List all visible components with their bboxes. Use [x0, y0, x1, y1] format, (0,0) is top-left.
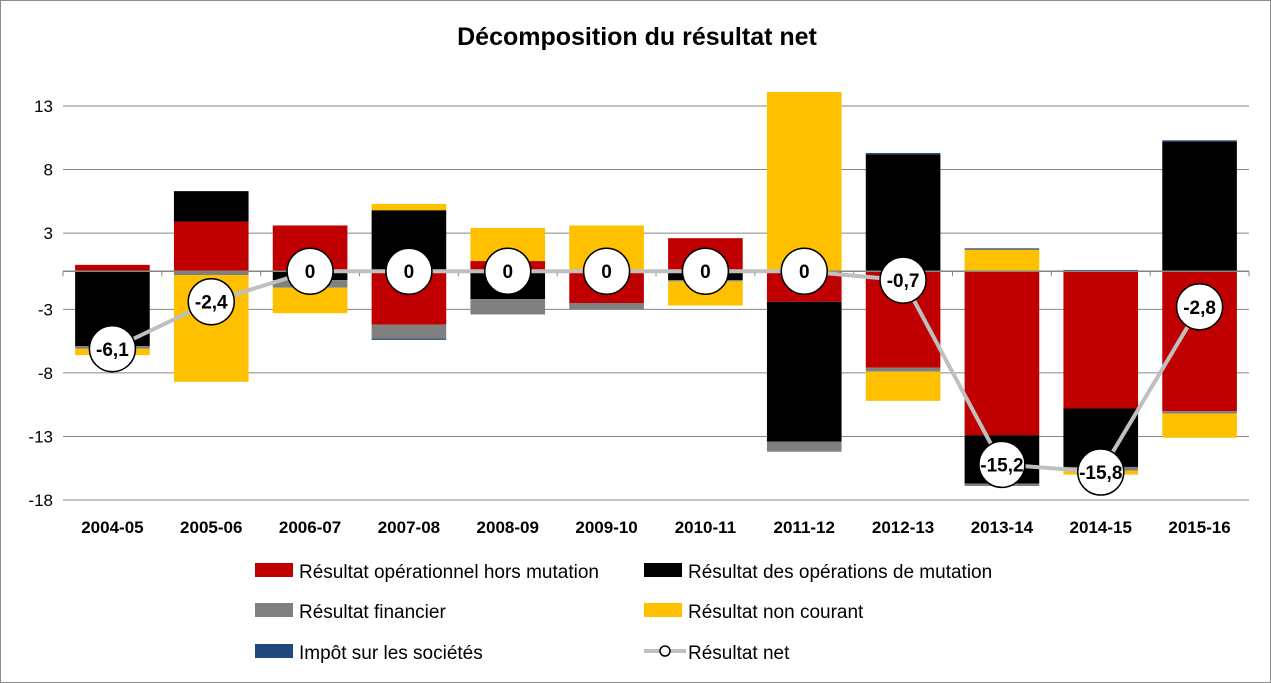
net-result-data-label: -2,8	[1183, 298, 1216, 319]
net-result-data-label: 0	[601, 262, 612, 283]
x-tick-label: 2004-05	[81, 518, 143, 537]
x-tick-label: 2006-07	[279, 518, 341, 537]
net-result-marker	[286, 247, 334, 295]
bar-segment	[964, 249, 1040, 272]
bar-segment	[1162, 413, 1237, 438]
bar-segment	[1162, 411, 1237, 414]
net-result-data-label: -0,7	[887, 271, 920, 292]
legend-swatch	[255, 644, 293, 658]
x-tick-label: 2008-09	[477, 518, 539, 537]
net-result-data-label: 0	[799, 262, 810, 283]
net-result-data-label: 0	[700, 262, 711, 283]
bar-segment	[173, 221, 249, 272]
bar-segment	[865, 154, 941, 272]
legend-label: Résultat financier	[299, 602, 446, 623]
net-result-marker	[484, 247, 532, 295]
net-result-data-label: 0	[305, 262, 316, 283]
net-result-marker	[978, 440, 1026, 489]
bar-segment	[865, 367, 941, 372]
y-tick-label: -3	[38, 300, 53, 319]
bar-segment	[766, 301, 842, 442]
bar-segment	[75, 264, 150, 272]
y-tick-label: 3	[44, 224, 53, 243]
legend-swatch	[255, 603, 293, 617]
y-tick-label: -18	[28, 491, 53, 510]
bar-segment	[766, 441, 842, 452]
x-tick-label: 2010-11	[675, 518, 736, 537]
net-result-data-label: -6,1	[96, 340, 129, 361]
bar-segment	[865, 371, 941, 401]
net-result-data-label: 0	[404, 262, 415, 283]
x-tick-label: 2012-13	[872, 518, 934, 537]
y-tick-label: -8	[38, 364, 53, 383]
x-tick-label: 2007-08	[378, 518, 440, 537]
legend-label: Résultat des opérations de mutation	[688, 562, 992, 583]
legend-label: Impôt sur les sociétés	[299, 643, 483, 664]
net-result-marker	[88, 325, 137, 373]
legend-swatch	[644, 603, 682, 617]
net-result-marker	[681, 247, 730, 295]
net-result-marker	[582, 247, 631, 295]
bar-segment	[173, 271, 249, 276]
y-tick-label: 13	[34, 97, 53, 116]
bar-segment	[371, 203, 447, 211]
legend-label: Résultat non courant	[688, 602, 864, 623]
x-tick-label: 2013-14	[971, 518, 1034, 537]
chart-title: Décomposition du résultat net	[457, 23, 817, 51]
legend-label: Résultat opérationnel hors mutation	[299, 562, 599, 583]
legend-swatch	[255, 563, 293, 577]
legend-label: Résultat net	[688, 643, 790, 664]
net-result-marker	[879, 256, 927, 304]
x-tick-label: 2015-16	[1168, 518, 1230, 537]
net-result-marker	[1175, 283, 1224, 331]
bar-segment	[1162, 141, 1237, 272]
x-tick-label: 2005-06	[180, 518, 242, 537]
x-tick-label: 2009-10	[575, 518, 637, 537]
net-result-marker	[1077, 448, 1125, 496]
legend-swatch	[644, 563, 682, 577]
net-result-marker	[187, 277, 235, 326]
net-result-marker	[385, 247, 433, 295]
bar-segment	[371, 338, 447, 340]
net-result-marker	[780, 247, 828, 295]
bar-segment	[1063, 271, 1139, 409]
x-tick-label: 2014-15	[1070, 518, 1132, 537]
bar-segment	[173, 191, 249, 222]
net-result-data-label: 0	[502, 262, 513, 283]
net-result-data-label: -15,2	[980, 455, 1023, 476]
bar-segment	[470, 299, 546, 315]
bar-segment	[865, 153, 941, 155]
legend-marker	[659, 645, 671, 657]
x-tick-label: 2011-12	[774, 518, 835, 537]
net-result-data-label: -15,8	[1079, 463, 1122, 484]
bar-segment	[766, 92, 842, 272]
y-tick-label: 8	[44, 161, 53, 180]
bar-segment	[569, 303, 644, 310]
bar-segment	[371, 324, 447, 339]
net-result-data-label: -2,4	[195, 293, 228, 314]
bar-segment	[964, 248, 1040, 250]
bar-segment	[1162, 140, 1237, 142]
y-tick-label: -13	[28, 427, 53, 446]
bar-segment	[964, 271, 1040, 436]
